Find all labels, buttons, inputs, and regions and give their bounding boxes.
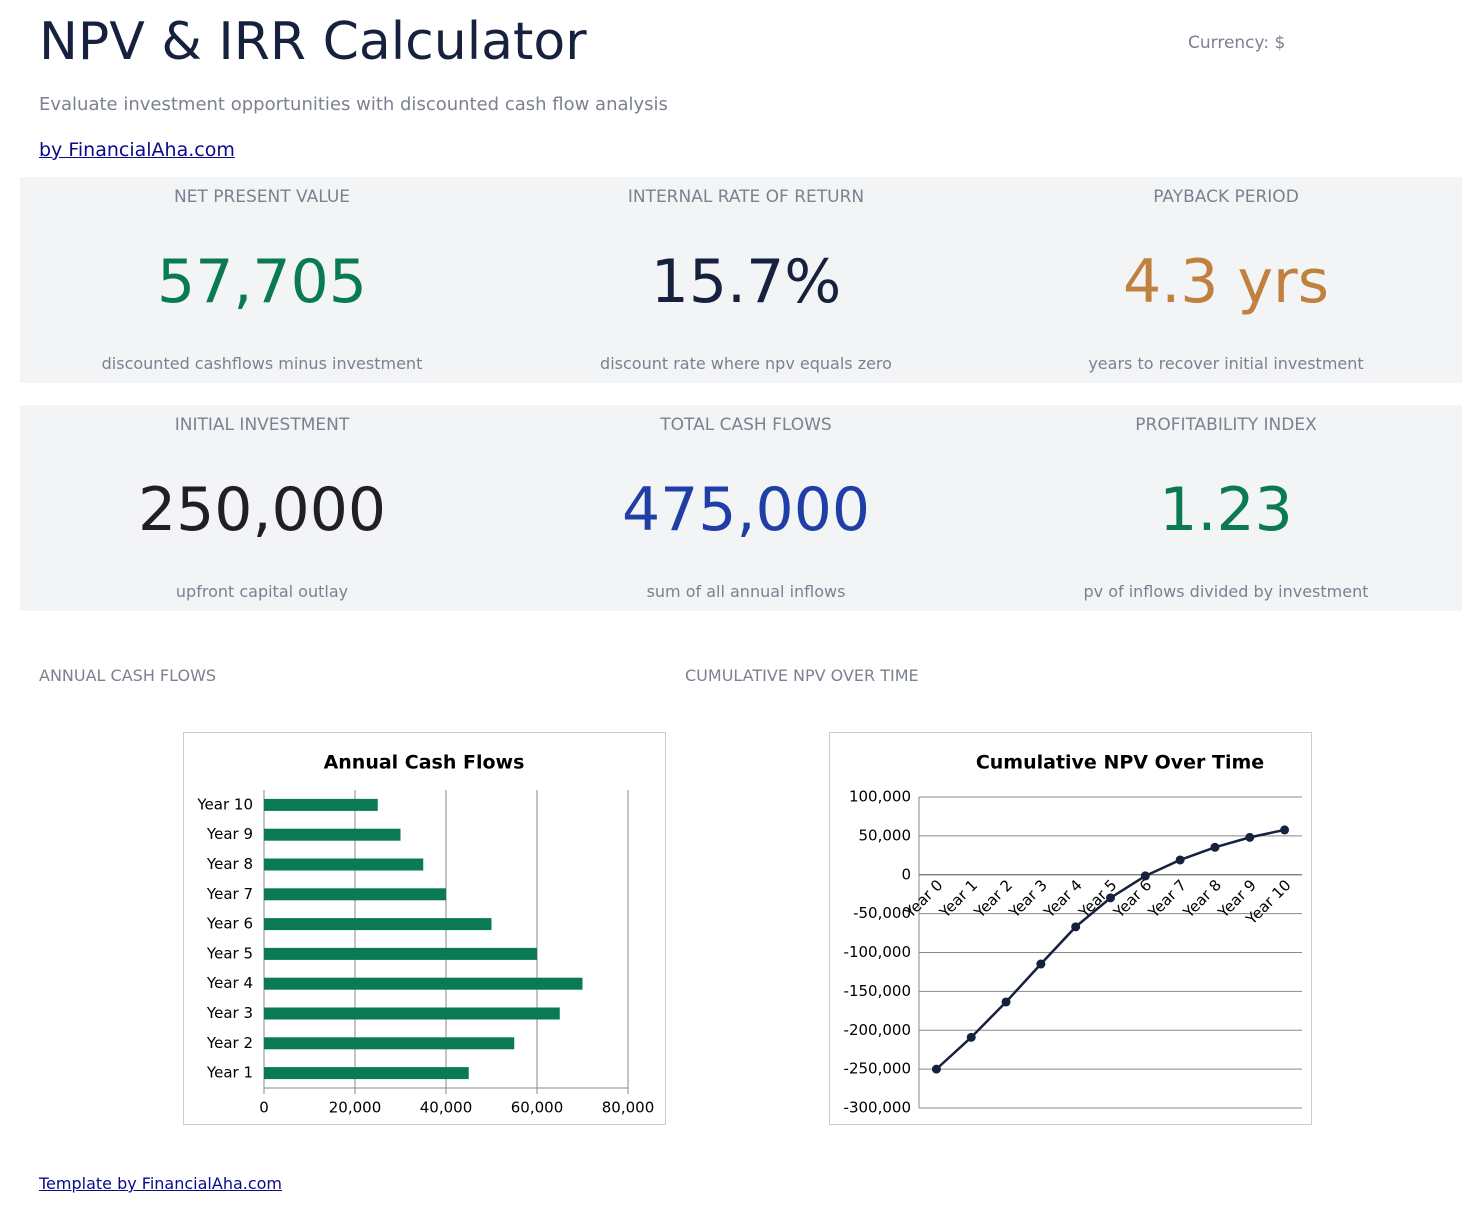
point [1140, 871, 1150, 881]
kpi-label: TOTAL CASH FLOWS [660, 415, 832, 435]
x-tick-label: 0 [259, 1099, 269, 1117]
footer-link[interactable]: Template by FinancialAha.com [39, 1174, 283, 1193]
bar [264, 1007, 560, 1020]
kpi-card: PROFITABILITY INDEX 1.23 pv of inflows div… [986, 405, 1466, 611]
bar [264, 947, 537, 960]
kpi-label: PAYBACK PERIOD [1153, 187, 1299, 207]
y-tick-label: Year 10 [196, 795, 253, 813]
kpi-note: years to recover initial investment [1088, 354, 1364, 373]
y-tick-label: -100,000 [844, 943, 911, 961]
x-tick-label: 20,000 [329, 1099, 382, 1117]
y-tick-label: 50,000 [859, 826, 912, 844]
section-label: CUMULATIVE NPV OVER TIME [685, 666, 919, 685]
kpi-value: 475,000 [621, 475, 871, 545]
subtitle: Evaluate investment opportunities with d… [39, 94, 668, 115]
kpi-label: INTERNAL RATE OF RETURN [627, 187, 865, 207]
y-tick-label: -250,000 [844, 1060, 911, 1078]
kpi-note: pv of inflows divided by investment [1083, 582, 1369, 601]
y-tick-label: Year 2 [206, 1034, 253, 1052]
section-label: ANNUAL CASH FLOWS [39, 666, 217, 685]
kpi-note: discounted cashflows minus investment [101, 354, 423, 373]
kpi-value: 15.7% [650, 247, 842, 317]
y-tick-label: Year 4 [206, 974, 253, 992]
kpi-value: 1.23 [1159, 475, 1293, 545]
y-tick-label: Year 3 [206, 1004, 253, 1022]
kpi-label: INITIAL INVESTMENT [174, 415, 350, 435]
kpi-value: 57,705 [157, 247, 367, 317]
y-tick-label: Year 6 [206, 915, 253, 933]
kpi-card: PAYBACK PERIOD 4.3 yrs years to recover in… [986, 177, 1466, 383]
bar [264, 977, 583, 990]
chart-frame [829, 732, 1312, 1125]
kpi-card: TOTAL CASH FLOWS 475,000 sum of all annual… [506, 405, 986, 611]
chart-title: Annual Cash Flows [324, 752, 525, 774]
point [1210, 842, 1220, 852]
kpi-label: NET PRESENT VALUE [173, 187, 351, 207]
y-tick-label: Year 7 [206, 885, 253, 903]
y-tick-label: -50,000 [853, 904, 911, 922]
bar [264, 1067, 469, 1080]
kpi-note: sum of all annual inflows [646, 582, 846, 601]
chart-title: Cumulative NPV Over Time [976, 752, 1264, 774]
y-tick-label: Year 9 [206, 825, 253, 843]
kpi-label: PROFITABILITY INDEX [1135, 415, 1317, 435]
point [966, 1032, 976, 1042]
bar-chart: Annual Cash Flows 0 20,000 40,000 60,000 80,0… [183, 732, 666, 1125]
kpi-note: discount rate where npv equals zero [600, 354, 892, 373]
x-tick-label: 40,000 [420, 1099, 473, 1117]
currency: Currency: $ [1188, 33, 1286, 53]
y-tick-label: Year 5 [206, 944, 253, 962]
kpi-card: INITIAL INVESTMENT 250,000 upfront capital… [22, 405, 502, 611]
point [931, 1064, 941, 1074]
kpi-value: 250,000 [137, 475, 387, 545]
bar [264, 858, 424, 871]
x-tick-label: 60,000 [511, 1099, 564, 1117]
kpi-value: 4.3 yrs [1123, 247, 1329, 317]
point [1245, 832, 1255, 842]
kpi-card: INTERNAL RATE OF RETURN 15.7% discount rat… [506, 177, 986, 383]
kpi-card: NET PRESENT VALUE 57,705 discounted cashfl… [22, 177, 502, 383]
point [1036, 959, 1046, 969]
y-tick-label: 100,000 [849, 788, 911, 806]
y-tick-label: 0 [901, 865, 911, 883]
point [1001, 997, 1011, 1007]
point [1280, 825, 1290, 835]
kpi-row: NET PRESENT VALUE 57,705 discounted cashfl… [20, 177, 1462, 383]
x-tick-label: 80,000 [602, 1099, 655, 1117]
kpi-note: upfront capital outlay [175, 582, 349, 601]
bar [264, 828, 401, 841]
bar [264, 888, 446, 901]
y-tick-label: -150,000 [844, 982, 911, 1000]
page-title: NPV & IRR Calculator [39, 12, 587, 72]
bar [264, 798, 378, 811]
bar [264, 1037, 515, 1050]
y-tick-label: Year 1 [206, 1064, 253, 1082]
kpi-row: INITIAL INVESTMENT 250,000 upfront capital… [20, 405, 1462, 611]
y-tick-label: Year 8 [206, 855, 253, 873]
point [1106, 893, 1115, 903]
y-tick-label: -200,000 [844, 1021, 911, 1039]
bar [264, 918, 492, 931]
line-chart: Cumulative NPV Over Time -300,000 -250,000… [829, 732, 1312, 1125]
y-tick-label: -300,000 [844, 1099, 911, 1117]
point [1175, 855, 1185, 865]
point [1071, 922, 1081, 932]
brand-link[interactable]: by FinancialAha.com [39, 139, 235, 161]
